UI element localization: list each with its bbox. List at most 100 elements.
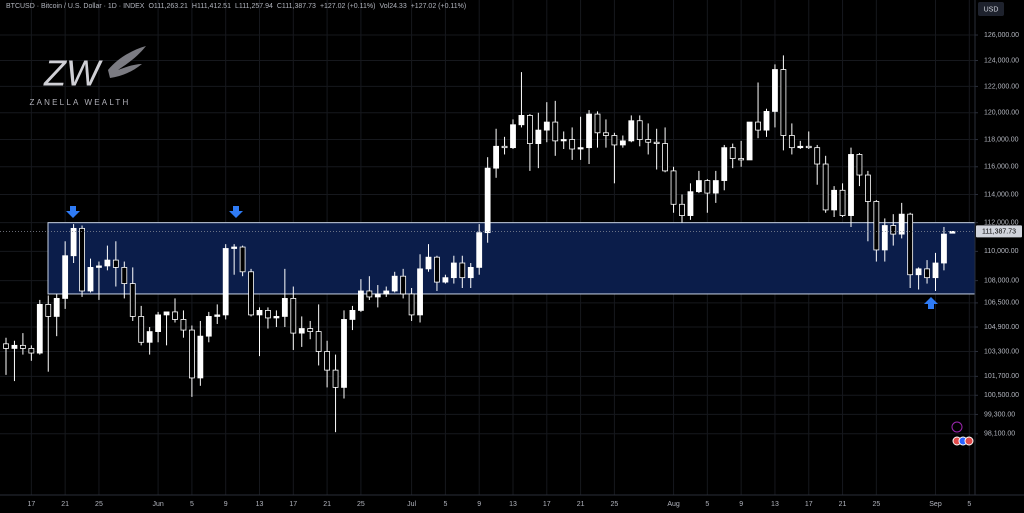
candle-body [704, 180, 711, 194]
candle-body [941, 233, 947, 264]
candle-body [11, 344, 18, 349]
x-tick-label: 17 [289, 501, 297, 508]
candle-body [814, 147, 821, 165]
candle-body [746, 121, 753, 161]
candle-body [577, 147, 584, 150]
candle-body [788, 135, 795, 149]
candle-body [484, 167, 491, 234]
y-tick-label: 116,000.00 [984, 164, 1019, 171]
candle-body [155, 314, 162, 332]
candle-body [797, 145, 804, 149]
y-tick-label: 100,500.00 [984, 392, 1019, 399]
candle-body [239, 246, 246, 273]
candle-body [36, 303, 43, 354]
candle-body [738, 158, 745, 161]
candle-body [932, 262, 939, 279]
y-tick-label: 108,000.00 [984, 277, 1019, 284]
candle-body [518, 115, 525, 126]
header-item: +127.02 (+0.11%) [410, 3, 467, 10]
candle-body [205, 316, 212, 337]
candle-body [873, 201, 880, 251]
candle-body [349, 310, 356, 320]
candle-body [417, 268, 423, 316]
candle-body [197, 335, 204, 379]
candle-body [357, 290, 364, 311]
candle-body [848, 154, 854, 216]
candle-body [865, 174, 871, 202]
x-tick-label: 13 [256, 501, 264, 508]
candle-body [510, 124, 516, 149]
x-tick-label: Jun [152, 501, 163, 508]
x-tick-label: 21 [61, 501, 69, 508]
candle-body [772, 69, 778, 112]
candle-body [172, 311, 178, 320]
y-tick-label: 122,000.00 [984, 83, 1019, 90]
candle-body [341, 319, 347, 388]
candle-body [53, 298, 60, 317]
candle-body [222, 248, 229, 316]
candle-body [501, 145, 508, 149]
candle-body [839, 189, 846, 216]
candle-body [543, 121, 550, 131]
event-icons [951, 421, 974, 446]
x-tick-label: 9 [477, 501, 481, 508]
candle-body [70, 227, 77, 257]
candle-body [780, 69, 787, 136]
candle-body [467, 266, 474, 279]
candle-body [459, 262, 466, 279]
x-tick-label: 13 [771, 501, 779, 508]
candles [3, 55, 956, 433]
candle-body [231, 246, 238, 249]
candle-body [881, 225, 888, 251]
candle-body [324, 351, 331, 371]
candle-body [383, 290, 390, 295]
header-item: L111,257.94 [234, 3, 273, 10]
support-zone [47, 222, 976, 295]
candle-body [408, 293, 415, 316]
y-tick-label: 114,000.00 [984, 191, 1019, 198]
candle-body [805, 145, 812, 149]
candle-body [180, 319, 187, 331]
candle-body [603, 132, 609, 136]
candle-body [163, 311, 170, 316]
candle-body [856, 154, 863, 176]
x-tick-label: 25 [872, 501, 880, 508]
candle-body [248, 271, 254, 316]
candle-body [645, 139, 652, 143]
candle-body [755, 121, 761, 131]
x-tick-label: 21 [323, 501, 331, 508]
x-tick-label: 21 [577, 501, 585, 508]
candle-body [619, 140, 626, 146]
candle-body [696, 180, 702, 193]
candle-body [763, 111, 770, 131]
currency-box[interactable] [978, 2, 1004, 16]
x-tick-label: 13 [509, 501, 517, 508]
candle-body [3, 343, 9, 349]
candle-body [670, 170, 677, 205]
candle-body [924, 268, 930, 279]
candle-body [28, 348, 35, 354]
logo-text: ZANELLA WEALTH [30, 98, 131, 107]
candle-body [273, 316, 280, 319]
y-tick-label: 106,500.00 [984, 300, 1019, 307]
candle-body [822, 163, 829, 211]
x-tick-label: 5 [967, 501, 971, 508]
candle-body [636, 120, 643, 140]
candle-body [256, 310, 263, 316]
x-tick-label: 17 [27, 501, 35, 508]
candle-body [332, 369, 339, 388]
candle-body [87, 266, 94, 292]
x-tick-label: 25 [357, 501, 365, 508]
candle-body [898, 213, 905, 235]
logo-wing [108, 46, 146, 78]
arrow-up [924, 297, 938, 309]
x-tick-label: 9 [739, 501, 743, 508]
y-tick-label: 118,000.00 [984, 136, 1019, 143]
y-tick-label: 101,700.00 [984, 373, 1019, 380]
event-icon[interactable] [964, 436, 974, 446]
candle-body [62, 255, 69, 299]
event-icon[interactable] [951, 421, 963, 433]
candle-body [400, 275, 407, 295]
candle-body [907, 213, 914, 276]
